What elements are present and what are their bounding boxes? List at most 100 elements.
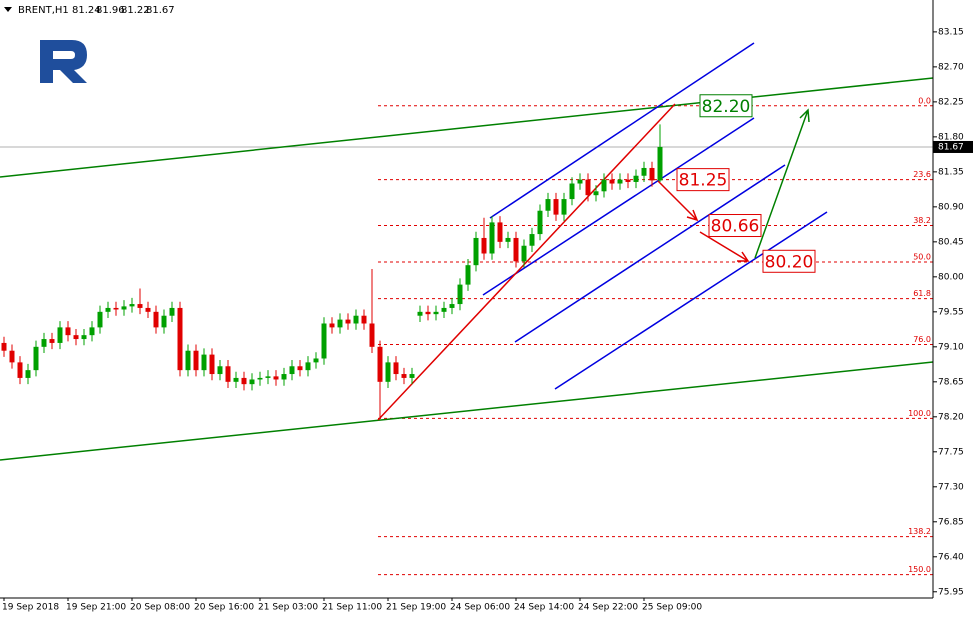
candle-body: [161, 315, 167, 328]
candle-body: [417, 311, 423, 316]
candle-body: [313, 358, 319, 363]
y-tick-label: 75.95: [938, 587, 964, 597]
x-tick-label: 21 Sep 11:00: [322, 603, 382, 613]
fib-label: 100.0: [908, 409, 931, 418]
candle-body: [177, 307, 183, 371]
channel-line: [554, 211, 828, 390]
candle-body: [425, 311, 431, 315]
candle-body: [465, 265, 471, 285]
candle-body: [545, 199, 551, 211]
candle-body: [249, 379, 255, 385]
y-tick-label: 80.90: [938, 202, 964, 212]
price-annotation-box: [762, 249, 816, 273]
y-tick-label: 78.65: [938, 377, 964, 387]
candle-body: [9, 350, 15, 363]
candle-body: [369, 323, 375, 347]
candle-body: [337, 319, 343, 328]
candle-body: [265, 376, 271, 378]
ohlc-close: 81.67: [146, 5, 175, 16]
channel-line: [0, 77, 934, 178]
y-tick-label: 81.35: [938, 167, 964, 177]
candle-body: [65, 327, 71, 336]
x-tick-label: 20 Sep 08:00: [130, 603, 190, 613]
candle-body: [353, 315, 359, 324]
candle-body: [481, 237, 487, 254]
candle-body: [601, 179, 607, 192]
arrow: [754, 108, 810, 259]
fib-label: 150.0: [908, 565, 931, 574]
candle-body: [521, 245, 527, 262]
arrow: [657, 180, 699, 222]
y-tick-label: 78.20: [938, 412, 964, 422]
candle-body: [273, 376, 279, 380]
candle-body: [409, 374, 415, 378]
y-tick-label: 79.55: [938, 307, 964, 317]
price-annotation-box: [676, 168, 730, 192]
candle-body: [233, 377, 239, 382]
candle-body: [1, 342, 7, 351]
ohlc-high: 81.96: [96, 5, 125, 16]
y-tick-label: 79.10: [938, 342, 964, 352]
candle-body: [193, 350, 199, 371]
trend-line: [377, 103, 676, 421]
y-tick-label: 80.00: [938, 272, 964, 282]
fib-label: 138.2: [908, 527, 931, 536]
logo-stem: [40, 40, 53, 83]
candle-body: [241, 377, 247, 385]
x-tick-label: 20 Sep 16:00: [194, 603, 254, 613]
price-annotation: 80.20: [765, 252, 814, 272]
candle-body: [505, 237, 511, 242]
candle-body: [401, 374, 407, 378]
channel-line: [0, 361, 934, 461]
arrow: [699, 231, 750, 262]
candle-body: [153, 311, 159, 328]
candle-body: [617, 179, 623, 184]
x-tick-label: 21 Sep 19:00: [386, 603, 446, 613]
candle-body: [593, 191, 599, 196]
candle-body: [585, 179, 591, 196]
x-tick-label: 24 Sep 14:00: [514, 603, 574, 613]
candle-body: [33, 346, 39, 371]
channel-line: [514, 164, 786, 343]
candle-body: [577, 179, 583, 184]
y-tick-label: 81.80: [938, 132, 964, 142]
candle-body: [497, 222, 503, 242]
y-tick-label: 80.45: [938, 237, 964, 247]
candle-body: [289, 366, 295, 375]
candle-body: [201, 354, 207, 371]
candle-body: [609, 179, 615, 184]
candle-body: [17, 362, 23, 378]
candle-body: [625, 179, 631, 182]
drawing-objects: [0, 42, 934, 461]
channel-line: [489, 42, 755, 219]
channel-line: [482, 117, 755, 296]
fib-label: 50.0: [913, 253, 931, 262]
menu-arrow: [4, 7, 12, 12]
candle-body: [105, 307, 111, 312]
candle-body: [113, 307, 119, 310]
candle-body: [225, 366, 231, 382]
y-tick-label: 82.25: [938, 97, 964, 107]
logo: [40, 40, 87, 83]
logo-bowl: [53, 40, 87, 83]
fib-label: 23.6: [913, 170, 931, 179]
candle-body: [473, 237, 479, 266]
fib-layer: 0.0 23.6 38.2 50.0 61.8 76.0 100.0 138.2 150.0: [0, 96, 933, 576]
fib-label: 38.2: [913, 216, 931, 225]
candle-body: [657, 146, 663, 181]
candle-body: [281, 374, 287, 380]
candle-body: [457, 284, 463, 305]
fib-label: 0.0: [918, 96, 931, 105]
ohlc-low: 81.22: [121, 5, 150, 16]
candle-body: [537, 210, 543, 235]
candle-body: [345, 319, 351, 324]
candle-body: [49, 339, 55, 343]
candle-body: [41, 339, 47, 347]
candle-body: [305, 362, 311, 371]
fib-label: 61.8: [913, 289, 931, 298]
candle-body: [81, 335, 87, 340]
candle-body: [329, 323, 335, 328]
candle-body: [257, 377, 263, 380]
y-tick-label: 77.30: [938, 482, 964, 492]
